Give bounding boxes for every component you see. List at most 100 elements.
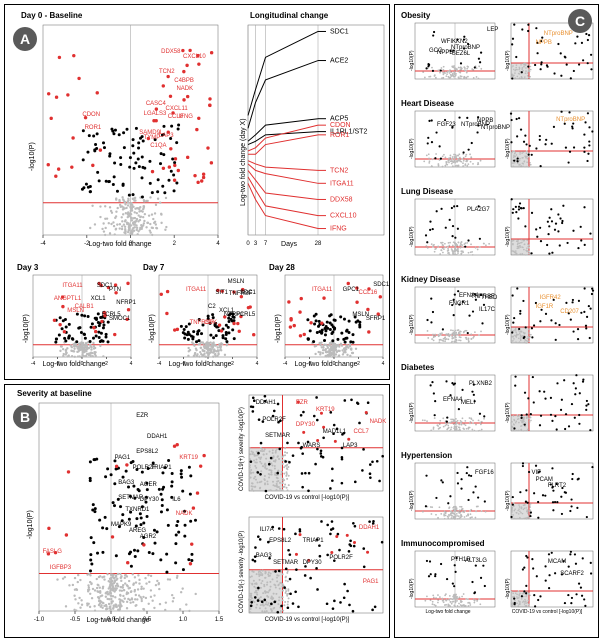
gene-label: ALT3LG bbox=[465, 558, 487, 564]
gene-label: EFNA4 bbox=[443, 397, 462, 403]
c-right-plot: VIFPCAMFLRT2-log10(P) bbox=[499, 461, 595, 533]
c-left-plot: NPPBNTproBNPNTproBNPFGF23-log10(P) bbox=[401, 109, 495, 181]
gene-label: C2 bbox=[208, 304, 216, 310]
plot-longitudinal: Longitudinal change 03728SDC1ACE2ACP5IL1… bbox=[230, 11, 388, 256]
c-ylabel: -log10(P) bbox=[409, 138, 415, 159]
c-left-plot: PLXNB2EFNA4MELI-log10(P) bbox=[401, 373, 495, 445]
gene-label: PTN bbox=[109, 287, 121, 293]
gene-label: SFRP1 bbox=[366, 316, 385, 322]
panel-c-badge: C bbox=[568, 9, 592, 33]
gene-label: SEZ6L bbox=[452, 51, 470, 57]
gene-label: XCL1 bbox=[91, 296, 106, 302]
c-ylabel: -log10(P) bbox=[409, 402, 415, 423]
c-ylabel: -log10(P) bbox=[505, 490, 511, 511]
gene-label: DPY30 bbox=[296, 422, 315, 428]
gene-label: EZR bbox=[136, 413, 148, 419]
gene-label: FLRT2 bbox=[548, 483, 566, 489]
gene-label: LGALS3 bbox=[144, 111, 167, 117]
gene-label: ILI7A bbox=[260, 527, 274, 533]
svg-longitudinal: 03728SDC1ACE2ACP5IL1RL1/ST2CDONROR1TCN2I… bbox=[248, 25, 384, 235]
gene-label: THBD bbox=[481, 295, 497, 301]
panel-a-badge: A bbox=[13, 27, 37, 51]
day0-title: Day 0 - Baseline bbox=[21, 11, 82, 20]
long-xlabel: Days bbox=[210, 241, 368, 248]
c-ylabel: -log10(P) bbox=[409, 314, 415, 335]
c-left-plot: PLA2G7 -log10(P) bbox=[401, 197, 495, 269]
gene-label: DDX58 bbox=[161, 49, 180, 55]
gene-label: MELI bbox=[461, 400, 475, 406]
gene-label: CDON bbox=[82, 112, 100, 118]
plot-day0: Day 0 - Baseline -4-2024 -log10(P) Log-t… bbox=[15, 11, 225, 256]
gene-label: PAG1 bbox=[363, 579, 379, 585]
day7-title: Day 7 bbox=[143, 263, 164, 272]
gene-label: SCARF2 bbox=[560, 571, 584, 577]
day0-ylabel: -log10(P) bbox=[29, 142, 36, 171]
gene-label: CDK bbox=[204, 320, 217, 326]
gene-label: CASC4 bbox=[146, 101, 166, 107]
gene-label: EPS8L2 bbox=[136, 449, 158, 455]
gene-label: TYMP bbox=[144, 135, 161, 141]
day0-xlabel: Log-two fold change bbox=[15, 241, 225, 248]
gene-label: ITGA11 bbox=[62, 283, 82, 289]
panel-c: C ObesityLEPWFIKKN2NTproBNPNPPBSEZ6LGCG-… bbox=[394, 4, 599, 638]
gene-label: GPC1 bbox=[343, 287, 359, 293]
gene-label: AGER bbox=[140, 482, 157, 488]
gene-label: DPY30 bbox=[303, 560, 322, 566]
gene-label: PLA2G7 bbox=[467, 207, 490, 213]
gene-label: CXCL10 bbox=[183, 54, 206, 60]
gene-label: MAD1L1 bbox=[323, 429, 346, 435]
c-left-plot: LEPWFIKKN2NTproBNPNPPBSEZ6LGCG-log10(P) bbox=[401, 21, 495, 93]
c-right-plot: -log10(P) bbox=[499, 197, 595, 269]
plot-day7: Day 7 -4-2024 -log10(P) Log-two fold cha… bbox=[139, 263, 261, 375]
gene-label: FASLG bbox=[43, 549, 62, 555]
day3-xlabel: Log-two fold change bbox=[13, 361, 135, 368]
svg-text:IFNG: IFNG bbox=[330, 226, 347, 233]
gene-label: SETMAR bbox=[265, 433, 290, 439]
sevbot-ylabel: COVID-19(-) severity -log10(P) bbox=[239, 531, 245, 613]
comorbidity-title: Heart Disease bbox=[401, 99, 454, 108]
sev-ylabel: -log10(P) bbox=[27, 510, 34, 539]
svg-text:CDON: CDON bbox=[330, 122, 351, 129]
c-ylabel: -log10(P) bbox=[505, 314, 511, 335]
gene-label: NFRP1 bbox=[116, 300, 136, 306]
gene-label: SDC1 bbox=[373, 282, 389, 288]
gene-label: FGF23 bbox=[437, 122, 456, 128]
sevtop-xlabel: COVID-19 vs control [-log10(P)] bbox=[227, 495, 387, 501]
svg-text:SDC1: SDC1 bbox=[330, 28, 349, 35]
gene-label: DDAH1 bbox=[256, 400, 276, 406]
gene-label: LAP3 bbox=[343, 443, 358, 449]
gene-label: KRT19 bbox=[316, 407, 335, 413]
gene-label: SIT1 bbox=[215, 290, 228, 296]
comorbidity-title: Hypertension bbox=[401, 451, 452, 460]
gene-label: FCRL5 bbox=[236, 312, 255, 318]
comorbidity-title: Kidney Disease bbox=[401, 275, 460, 284]
gene-label: NTproBNP bbox=[544, 31, 573, 37]
gene-label: CCL16 bbox=[359, 290, 378, 296]
gene-label: ITGA11 bbox=[186, 287, 206, 293]
svg-text:ITGA11: ITGA11 bbox=[330, 180, 354, 187]
gene-label: CALB1 bbox=[75, 304, 94, 310]
comorbidity-title: Obesity bbox=[401, 11, 430, 20]
c-right-plot: -log10(P) bbox=[499, 373, 595, 445]
gene-label: ANGPTL1 bbox=[54, 296, 81, 302]
gene-label: NPPB bbox=[536, 40, 552, 46]
gene-label: ROR1 bbox=[85, 125, 102, 131]
gene-label: GCG bbox=[429, 48, 443, 54]
c-ylabel: -log10(P) bbox=[505, 402, 511, 423]
c-right-plot: NTproBNP-log10(P) bbox=[499, 109, 595, 181]
gene-label: VIF bbox=[532, 470, 541, 476]
gene-label: TCN2 bbox=[159, 69, 175, 75]
c-left-plot: PTH1RALT3LG-log10(P)Log-two fold change bbox=[401, 549, 495, 621]
gene-label: DPY30 bbox=[140, 497, 159, 503]
day28-title: Day 28 bbox=[269, 263, 295, 272]
gene-label: CXCL11 bbox=[166, 106, 188, 112]
c-ylabel: -log10(P) bbox=[409, 578, 415, 599]
gene-label: KRT19 bbox=[179, 455, 198, 461]
gene-label: TXNRD1 bbox=[125, 507, 149, 513]
panel-a: A Day 0 - Baseline -4-2024 -log10(P) Log… bbox=[4, 4, 390, 380]
gene-label: IGF1R bbox=[536, 304, 554, 310]
plot-severity: Severity at baseline -1.0-0.50.00.51.01.… bbox=[13, 389, 223, 633]
c-ylabel: -log10(P) bbox=[409, 226, 415, 247]
panel-b-badge: B bbox=[13, 405, 37, 429]
gene-label: C1QA bbox=[150, 143, 166, 149]
